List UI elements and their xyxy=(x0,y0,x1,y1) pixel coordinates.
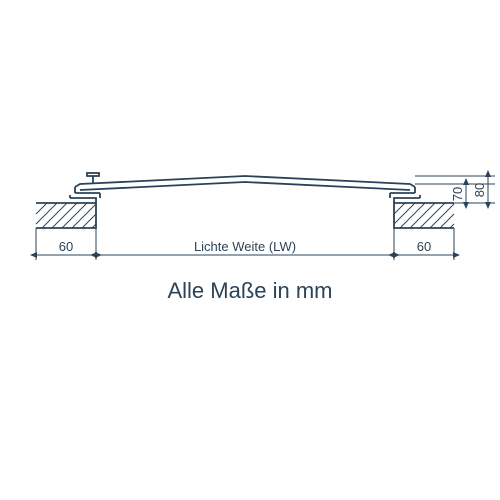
dim-70-label: 70 xyxy=(450,187,465,201)
right-wall-section xyxy=(394,203,454,228)
dim-left-60: 60 xyxy=(36,228,96,260)
dim-80-label: 80 xyxy=(472,183,487,197)
left-wall-section xyxy=(36,203,96,228)
dim-70: 70 xyxy=(450,184,466,203)
dim-80: 80 xyxy=(472,176,488,203)
dim-left-60-label: 60 xyxy=(59,239,73,254)
dim-right-60: 60 xyxy=(394,228,454,260)
dim-lw-label: Lichte Weite (LW) xyxy=(194,239,296,254)
frame-profile xyxy=(70,195,420,203)
dim-lichte-weite: Lichte Weite (LW) xyxy=(96,228,394,260)
caption: Alle Maße in mm xyxy=(167,278,332,303)
cover-lid xyxy=(75,176,415,198)
dim-right-60-label: 60 xyxy=(417,239,431,254)
